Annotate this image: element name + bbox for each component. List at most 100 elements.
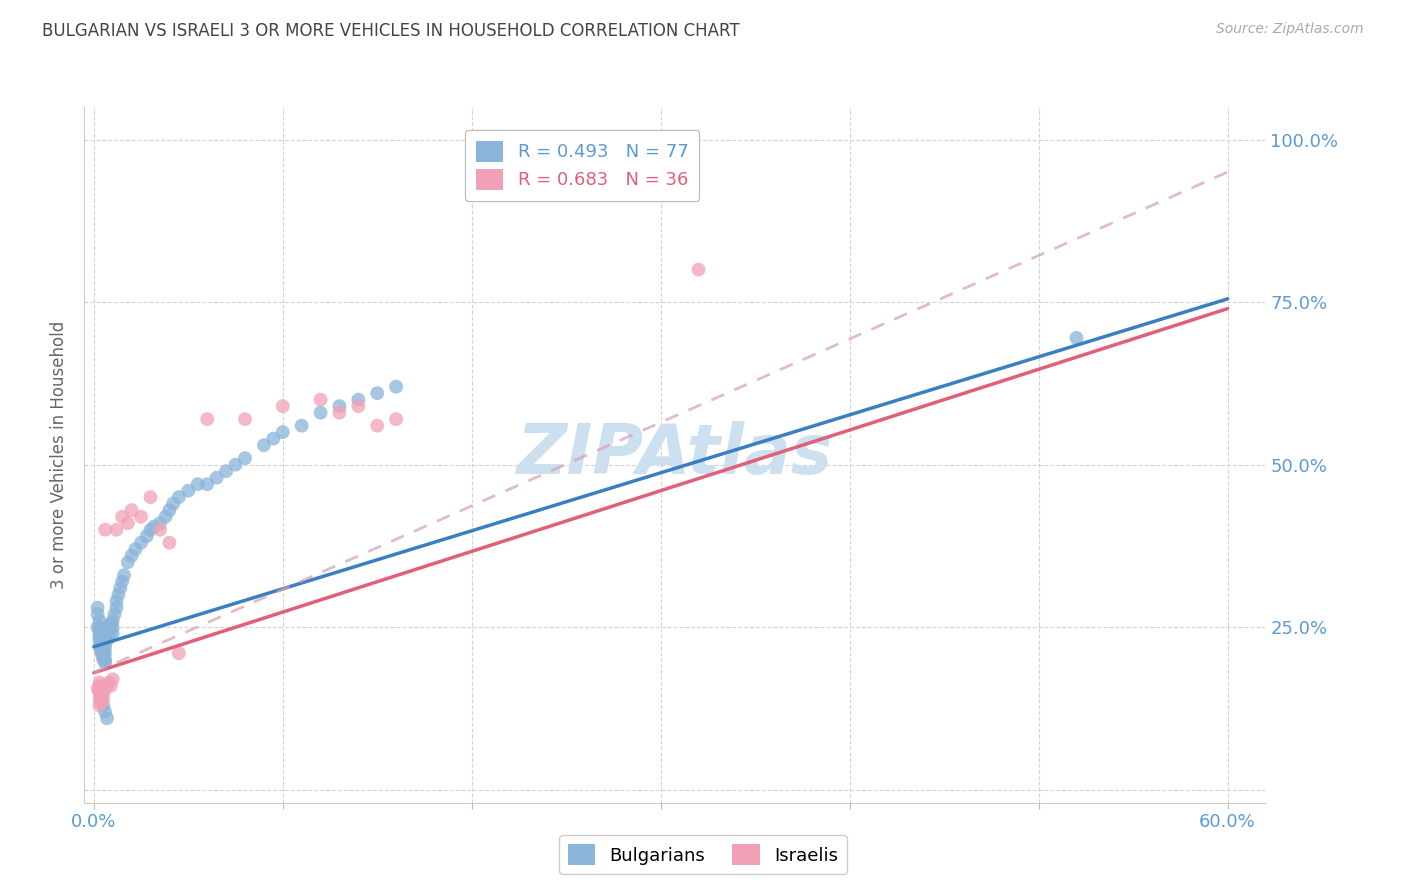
- Point: [309, 406, 332, 420]
- Point: [96, 620, 118, 634]
- Point: [89, 681, 111, 696]
- Point: [117, 555, 139, 569]
- Point: [328, 406, 350, 420]
- Point: [271, 425, 294, 439]
- Point: [90, 620, 112, 634]
- Point: [90, 626, 112, 640]
- Point: [167, 646, 190, 660]
- Point: [90, 691, 112, 706]
- Point: [104, 607, 127, 622]
- Point: [149, 516, 172, 531]
- Point: [89, 679, 111, 693]
- Point: [90, 633, 112, 648]
- Point: [309, 392, 332, 407]
- Point: [112, 568, 135, 582]
- Point: [155, 509, 177, 524]
- Point: [97, 620, 120, 634]
- Point: [225, 458, 247, 472]
- Point: [91, 691, 114, 706]
- Point: [262, 432, 284, 446]
- Point: [111, 574, 134, 589]
- Point: [105, 523, 128, 537]
- Point: [101, 620, 124, 634]
- Point: [101, 672, 124, 686]
- Point: [129, 535, 152, 549]
- Point: [385, 379, 408, 393]
- Point: [385, 412, 408, 426]
- Point: [139, 490, 162, 504]
- Point: [91, 685, 114, 699]
- Point: [89, 640, 111, 654]
- Point: [177, 483, 200, 498]
- Point: [100, 617, 122, 632]
- Legend: R = 0.493   N = 77, R = 0.683   N = 36: R = 0.493 N = 77, R = 0.683 N = 36: [465, 130, 699, 201]
- Point: [157, 535, 180, 549]
- Point: [86, 607, 108, 622]
- Point: [86, 620, 108, 634]
- Point: [121, 549, 143, 563]
- Point: [205, 471, 228, 485]
- Point: [89, 633, 111, 648]
- Point: [233, 412, 256, 426]
- Point: [89, 675, 111, 690]
- Point: [91, 640, 114, 654]
- Point: [89, 630, 111, 644]
- Point: [94, 646, 117, 660]
- Point: [101, 614, 124, 628]
- Point: [111, 509, 134, 524]
- Point: [100, 624, 122, 638]
- Point: [157, 503, 180, 517]
- Point: [328, 399, 350, 413]
- Point: [94, 653, 117, 667]
- Point: [89, 698, 111, 713]
- Point: [90, 643, 112, 657]
- Point: [89, 626, 111, 640]
- Point: [149, 523, 172, 537]
- Point: [94, 656, 117, 670]
- Point: [291, 418, 314, 433]
- Point: [129, 509, 152, 524]
- Point: [96, 626, 118, 640]
- Point: [117, 516, 139, 531]
- Point: [91, 633, 114, 648]
- Point: [366, 418, 388, 433]
- Point: [96, 711, 118, 725]
- Point: [91, 698, 114, 713]
- Point: [90, 646, 112, 660]
- Point: [91, 679, 114, 693]
- Point: [89, 691, 111, 706]
- Text: Source: ZipAtlas.com: Source: ZipAtlas.com: [1216, 22, 1364, 37]
- Point: [135, 529, 157, 543]
- Point: [94, 705, 117, 719]
- Text: BULGARIAN VS ISRAELI 3 OR MORE VEHICLES IN HOUSEHOLD CORRELATION CHART: BULGARIAN VS ISRAELI 3 OR MORE VEHICLES …: [42, 22, 740, 40]
- Point: [215, 464, 238, 478]
- Point: [139, 523, 162, 537]
- Point: [97, 675, 120, 690]
- Point: [195, 477, 218, 491]
- Point: [110, 581, 132, 595]
- Point: [96, 633, 118, 648]
- Point: [97, 626, 120, 640]
- Point: [91, 646, 114, 660]
- Point: [90, 681, 112, 696]
- Y-axis label: 3 or more Vehicles in Household: 3 or more Vehicles in Household: [51, 321, 69, 589]
- Point: [86, 681, 108, 696]
- Point: [187, 477, 209, 491]
- Point: [101, 626, 124, 640]
- Point: [347, 392, 370, 407]
- Point: [1066, 331, 1088, 345]
- Point: [89, 624, 111, 638]
- Legend: Bulgarians, Israelis: Bulgarians, Israelis: [560, 835, 846, 874]
- Point: [96, 679, 118, 693]
- Point: [195, 412, 218, 426]
- Point: [233, 451, 256, 466]
- Point: [89, 685, 111, 699]
- Point: [688, 262, 710, 277]
- Point: [121, 503, 143, 517]
- Point: [271, 399, 294, 413]
- Point: [124, 542, 146, 557]
- Point: [167, 490, 190, 504]
- Point: [89, 620, 111, 634]
- Point: [91, 653, 114, 667]
- Point: [105, 600, 128, 615]
